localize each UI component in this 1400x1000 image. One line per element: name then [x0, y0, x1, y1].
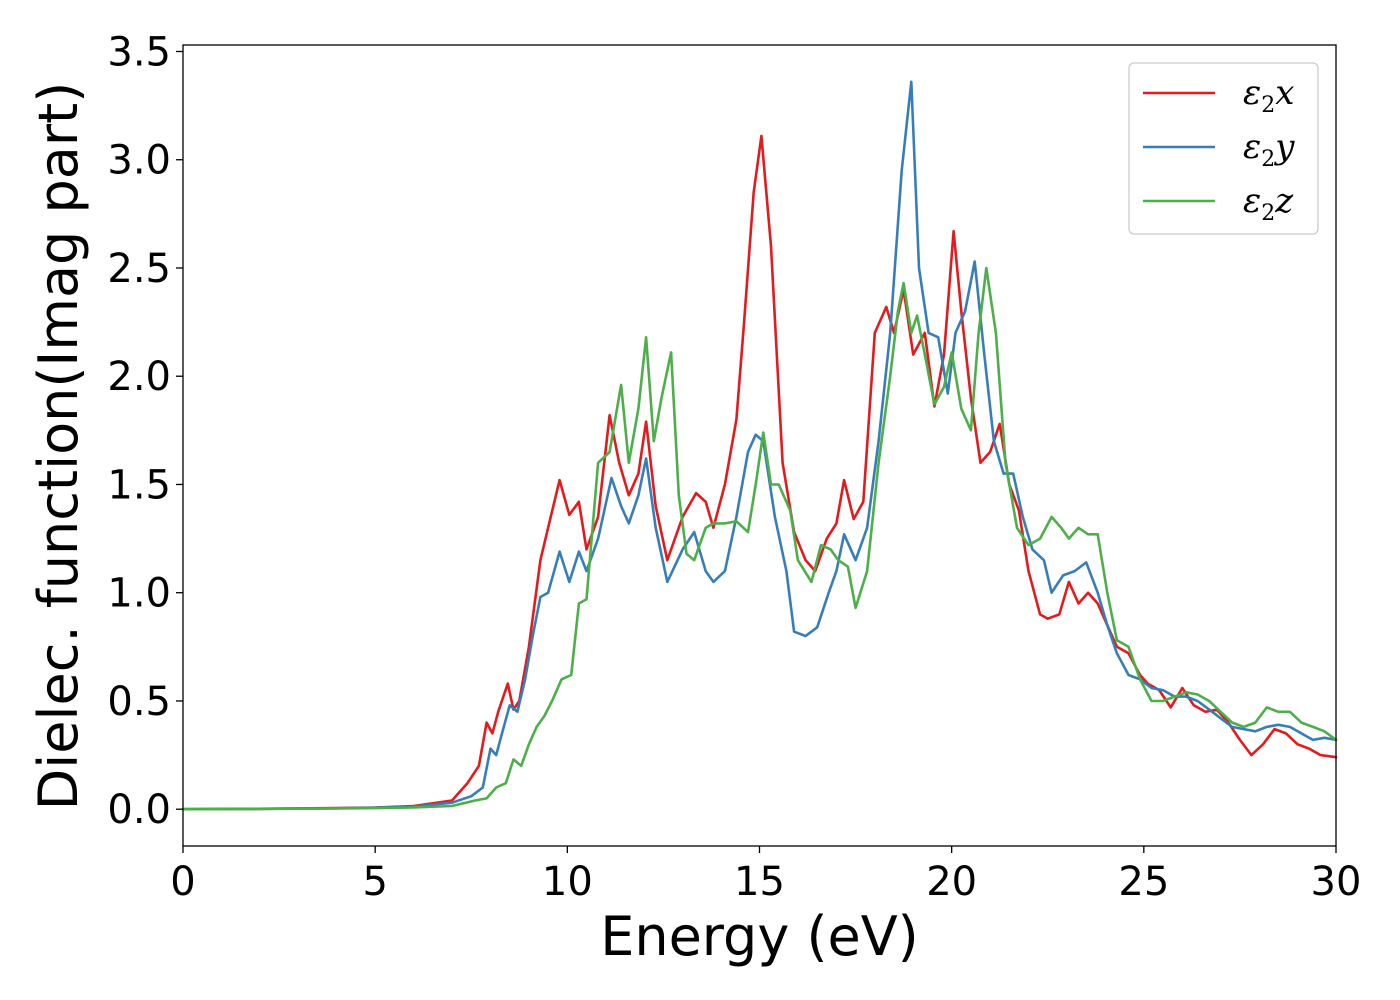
- y-tick-label: 2.0: [107, 354, 171, 400]
- legend-epsilon: ε: [1243, 127, 1261, 167]
- x-tick-label: 20: [926, 859, 977, 905]
- legend-label-x: ε2x: [1243, 73, 1294, 118]
- x-axis: 0 5 10 15 20 25 30: [170, 846, 1361, 905]
- legend-subscript: 2: [1261, 93, 1275, 118]
- series-layer: [181, 80, 1338, 811]
- x-tick-label: 25: [1118, 859, 1169, 905]
- x-tick-label: 15: [734, 859, 785, 905]
- series-line-z: [181, 266, 1338, 811]
- legend-box: [1128, 62, 1319, 235]
- legend-variable: x: [1275, 73, 1294, 113]
- legend-variable: z: [1274, 181, 1294, 221]
- legend-label-z: ε2z: [1243, 181, 1294, 226]
- y-tick-label: 1.0: [107, 571, 171, 617]
- y-tick-label: 0.0: [107, 787, 171, 833]
- y-axis: 0.0 0.5 1.0 1.5 2.0 2.5 3.0 3.5: [107, 29, 183, 833]
- y-tick-label: 3.5: [107, 29, 171, 75]
- legend-label-y: ε2y: [1243, 127, 1295, 172]
- legend-epsilon: ε: [1243, 73, 1261, 113]
- x-axis-title: Energy (eV): [600, 905, 919, 968]
- y-tick-label: 1.5: [107, 462, 171, 508]
- legend-variable: y: [1273, 127, 1295, 167]
- x-tick-label: 0: [170, 859, 195, 905]
- y-axis-title: Dielec. function(Imag part): [27, 82, 90, 811]
- x-tick-label: 5: [362, 859, 387, 905]
- x-tick-label: 10: [542, 859, 593, 905]
- y-tick-label: 2.5: [107, 246, 171, 292]
- y-tick-label: 3.0: [107, 138, 171, 184]
- legend-subscript: 2: [1261, 201, 1275, 226]
- y-tick-label: 0.5: [107, 679, 171, 725]
- series-line-y: [181, 80, 1338, 811]
- x-tick-label: 30: [1311, 859, 1362, 905]
- legend-subscript: 2: [1261, 147, 1275, 172]
- legend-epsilon: ε: [1243, 181, 1261, 221]
